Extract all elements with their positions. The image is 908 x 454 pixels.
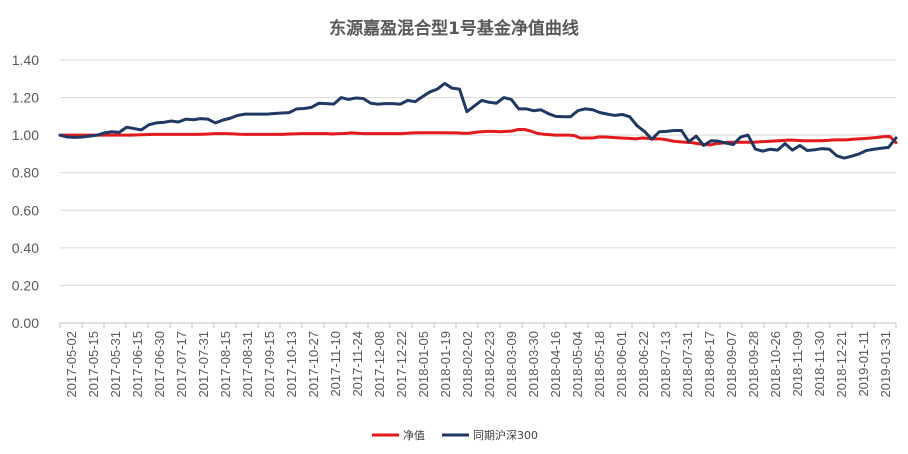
y-tick-label: 1.20: [12, 90, 39, 106]
x-tick-label: 2017-05-02: [64, 331, 79, 398]
y-axis: 0.00 0.20 0.40 0.60 0.80 1.00 1.20 1.40: [12, 52, 39, 331]
legend: 净值 同期沪深300: [372, 428, 538, 442]
y-tick-label: 0.60: [12, 202, 39, 218]
x-tick-label: 2018-02-02: [460, 331, 475, 398]
x-tick-label: 2018-07-31: [680, 331, 695, 398]
x-tick-label: 2017-12-22: [394, 331, 409, 398]
x-tick-label: 2018-04-16: [548, 331, 563, 398]
legend-label-1: 同期沪深300: [473, 428, 538, 442]
x-tick-label: 2018-01-05: [416, 331, 431, 398]
x-tick-label: 2018-12-21: [834, 331, 849, 398]
x-tick-label: 2018-03-30: [526, 331, 541, 398]
x-tick-label: 2017-10-27: [306, 331, 321, 398]
x-tick-label: 2017-11-24: [350, 331, 365, 397]
x-tick-label: 2018-08-17: [702, 331, 717, 398]
x-tick-label: 2017-09-15: [262, 331, 277, 398]
x-tick-label: 2018-11-30: [812, 331, 827, 397]
x-tick-label: 2018-01-19: [438, 331, 453, 398]
x-tick-label: 2018-05-18: [592, 331, 607, 398]
x-tick-label: 2018-09-07: [724, 331, 739, 398]
x-tick-label: 2017-06-30: [152, 331, 167, 398]
x-tick-label: 2018-02-23: [482, 331, 497, 398]
y-tick-label: 0.20: [12, 277, 39, 293]
y-tick-label: 0.80: [12, 165, 39, 181]
x-tick-label: 2018-06-01: [614, 331, 629, 398]
x-tick-label: 2017-07-31: [196, 331, 211, 398]
x-tick-label: 2018-03-09: [504, 331, 519, 398]
x-tick-label: 2018-10-26: [768, 331, 783, 398]
x-tick-label: 2017-06-15: [130, 331, 145, 398]
x-tick-label: 2017-05-15: [86, 331, 101, 398]
x-tick-label: 2017-07-17: [174, 331, 189, 398]
x-tick-label: 2018-11-09: [790, 331, 805, 397]
x-tick-label: 2019-01-11: [856, 331, 871, 397]
series-lines: [58, 81, 898, 160]
x-axis: 2017-05-02 2017-05-15 2017-05-31 2017-06-15…: [59, 323, 897, 398]
y-tick-label: 0.00: [12, 315, 39, 331]
x-tick-label: 2019-01-31: [878, 331, 893, 398]
x-tick-label: 2017-11-10: [328, 331, 343, 397]
x-tick-label: 2018-07-13: [658, 331, 673, 398]
x-tick-label: 2017-08-31: [240, 331, 255, 398]
legend-label-0: 净值: [403, 428, 425, 442]
x-tick-label: 2017-05-31: [108, 331, 123, 398]
series-line-0: [58, 128, 898, 147]
y-tick-label: 1.40: [12, 52, 39, 68]
chart-title: 东源嘉盈混合型1号基金净值曲线: [329, 18, 579, 39]
x-tick-label: 2018-09-28: [746, 331, 761, 398]
x-tick-label: 2018-06-22: [636, 331, 651, 398]
series-line-1: [58, 81, 898, 160]
x-tick-label: 2017-12-08: [372, 331, 387, 398]
x-tick-label: 2017-10-13: [284, 331, 299, 398]
x-tick-label: 2017-08-15: [218, 331, 233, 398]
x-tick-label: 2018-05-04: [570, 331, 585, 398]
y-tick-label: 1.00: [12, 127, 39, 143]
y-tick-label: 0.40: [12, 240, 39, 256]
gridlines: [60, 59, 896, 324]
